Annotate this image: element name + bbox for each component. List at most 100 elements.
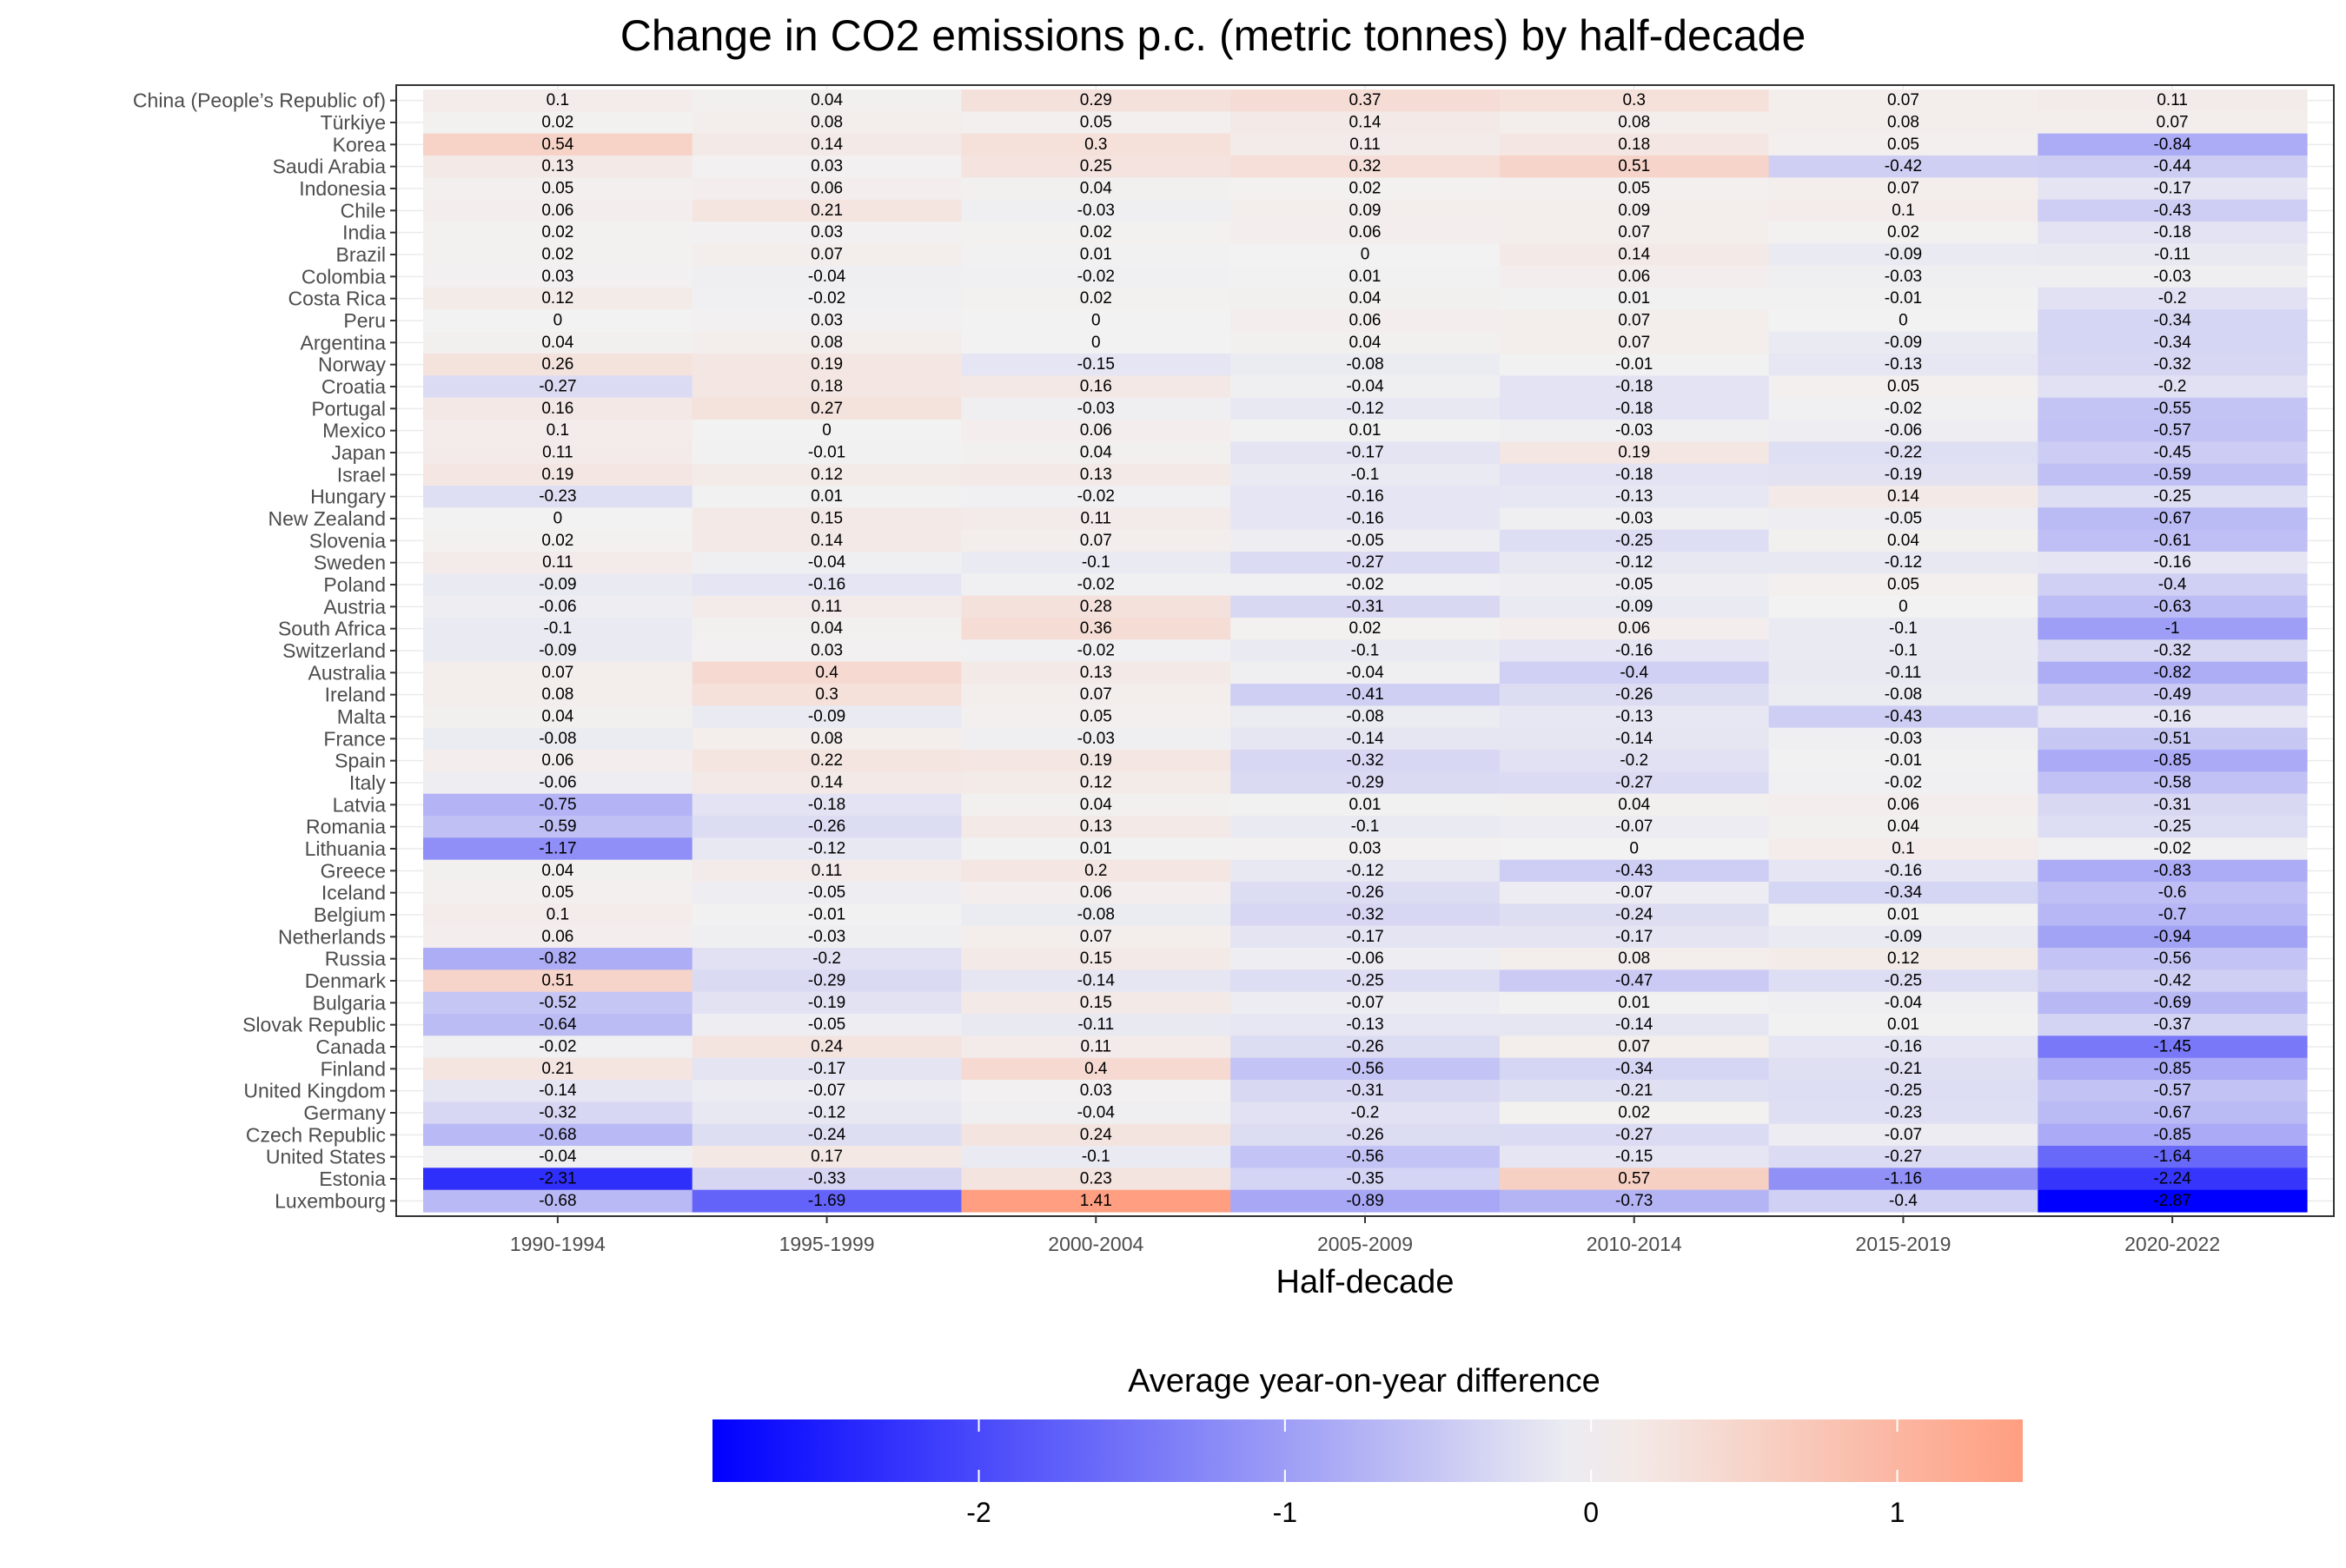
heatmap-cell — [2038, 420, 2308, 442]
cell-value-label: -0.29 — [1346, 774, 1383, 792]
heatmap-cell — [1499, 177, 1770, 201]
y-axis-tick-label: Denmark — [305, 969, 387, 992]
heatmap-cell — [1499, 1168, 1770, 1191]
cell-value-label: -0.05 — [808, 1016, 845, 1034]
heatmap-cell — [1768, 618, 2038, 640]
heatmap-cell — [2038, 1123, 2308, 1147]
cell-value-label: -0.34 — [2153, 312, 2191, 330]
cell-value-label: -0.4 — [1889, 1192, 1918, 1210]
cell-value-label: 0.11 — [812, 598, 843, 616]
heatmap-cell — [2038, 727, 2308, 751]
cell-value-label: -0.26 — [808, 817, 845, 836]
cell-value-label: 0.07 — [1618, 1038, 1650, 1056]
cell-value-label: 0 — [1091, 312, 1101, 330]
heatmap-cell — [1768, 793, 2038, 817]
cell-value-label: -0.4 — [2158, 576, 2187, 594]
heatmap-cell — [2038, 222, 2308, 244]
heatmap-cell — [1230, 1080, 1501, 1102]
cell-value-label: 0.57 — [1618, 1170, 1650, 1188]
heatmap-cell — [1230, 837, 1501, 861]
cell-value-label: -0.26 — [1346, 1126, 1383, 1144]
heatmap-cell — [961, 486, 1231, 508]
cell-value-label: 0.11 — [1081, 510, 1112, 528]
cell-value-label: 0.4 — [815, 664, 838, 682]
heatmap-cell — [961, 1057, 1231, 1081]
cell-value-label: 0.01 — [1080, 840, 1112, 858]
heatmap-cell — [961, 89, 1231, 112]
cell-value-label: -0.14 — [1346, 730, 1384, 748]
heatmap-cell — [692, 727, 963, 751]
heatmap-cell — [961, 309, 1231, 333]
cell-value-label: -0.05 — [808, 883, 845, 902]
cell-value-label: -0.73 — [1615, 1192, 1653, 1210]
heatmap-cell — [692, 991, 963, 1015]
heatmap-cell — [1230, 727, 1501, 751]
cell-value-label: 0.22 — [811, 751, 843, 770]
cell-value-label: 0.19 — [1080, 751, 1112, 770]
heatmap-cell — [1230, 859, 1501, 883]
cell-value-label: 0.02 — [541, 114, 573, 132]
cell-value-label: -0.41 — [1346, 685, 1383, 704]
heatmap-cell — [961, 925, 1231, 949]
heatmap-cell — [1768, 859, 2038, 883]
cell-value-label: -0.2 — [812, 949, 841, 968]
heatmap-cell — [1230, 903, 1501, 927]
heatmap-cell — [692, 639, 963, 663]
heatmap-cell — [2038, 552, 2308, 574]
cell-value-label: -0.02 — [1077, 576, 1115, 594]
cell-value-label: 0.08 — [811, 334, 843, 352]
cell-value-label: 0.07 — [811, 246, 843, 264]
heatmap-cell — [2038, 705, 2308, 729]
heatmap-cell — [1499, 903, 1770, 927]
y-axis-tick-label: Chile — [341, 199, 386, 222]
heatmap-cell — [1499, 882, 1770, 904]
heatmap-cell — [1230, 397, 1501, 420]
heatmap-cell — [692, 771, 963, 795]
cell-value-label: -0.12 — [808, 1104, 845, 1122]
cell-value-label: -0.2 — [2158, 378, 2187, 396]
cell-value-label: -0.94 — [2153, 928, 2191, 946]
cell-value-label: 0.02 — [1618, 1104, 1650, 1122]
cell-value-label: -0.14 — [1615, 1016, 1653, 1034]
heatmap-cell — [961, 618, 1231, 640]
heatmap-cell — [1230, 529, 1501, 552]
cell-value-label: -0.1 — [1351, 817, 1380, 836]
cell-value-label: -0.11 — [2154, 246, 2190, 264]
cell-value-label: 0.01 — [1080, 246, 1112, 264]
heatmap-cell — [692, 859, 963, 883]
cell-value-label: -0.03 — [1615, 421, 1653, 440]
heatmap-cell — [692, 331, 963, 354]
heatmap-cell — [961, 793, 1231, 817]
heatmap-cell — [961, 441, 1231, 465]
heatmap-cell — [1230, 199, 1501, 222]
cell-value-label: 0.36 — [1080, 619, 1112, 638]
cell-value-label: 0.11 — [542, 553, 573, 572]
cell-value-label: 0.07 — [1887, 91, 1919, 109]
cell-value-label: -0.06 — [1346, 949, 1383, 968]
y-axis-tick-label: Austria — [323, 595, 386, 618]
cell-value-label: -0.26 — [1346, 883, 1383, 902]
heatmap-cell — [961, 903, 1231, 927]
cell-value-label: 0.06 — [1349, 223, 1382, 241]
heatmap-cell — [1768, 441, 2038, 465]
y-axis-tick-label: Estonia — [319, 1168, 386, 1190]
heatmap-cell — [2038, 1080, 2308, 1102]
heatmap-cell — [961, 1168, 1231, 1191]
heatmap-cell — [1768, 420, 2038, 442]
cell-value-label: 0.05 — [1080, 114, 1112, 132]
heatmap-cell — [1768, 837, 2038, 861]
heatmap-cell — [423, 991, 693, 1015]
cell-value-label: -0.57 — [2153, 421, 2190, 440]
heatmap-cell — [692, 969, 963, 993]
heatmap-cell — [423, 727, 693, 751]
heatmap-cell — [1499, 991, 1770, 1015]
y-axis-tick-label: India — [342, 222, 386, 244]
cell-value-label: -0.29 — [808, 972, 845, 990]
cell-value-label: 0.04 — [541, 862, 573, 880]
heatmap-cell — [1230, 1014, 1501, 1036]
heatmap-cell — [2038, 89, 2308, 112]
heatmap-cell — [1768, 199, 2038, 222]
heatmap-cell — [1499, 595, 1770, 619]
y-axis-tick-label: Latvia — [333, 793, 387, 816]
heatmap-cell — [1768, 288, 2038, 310]
